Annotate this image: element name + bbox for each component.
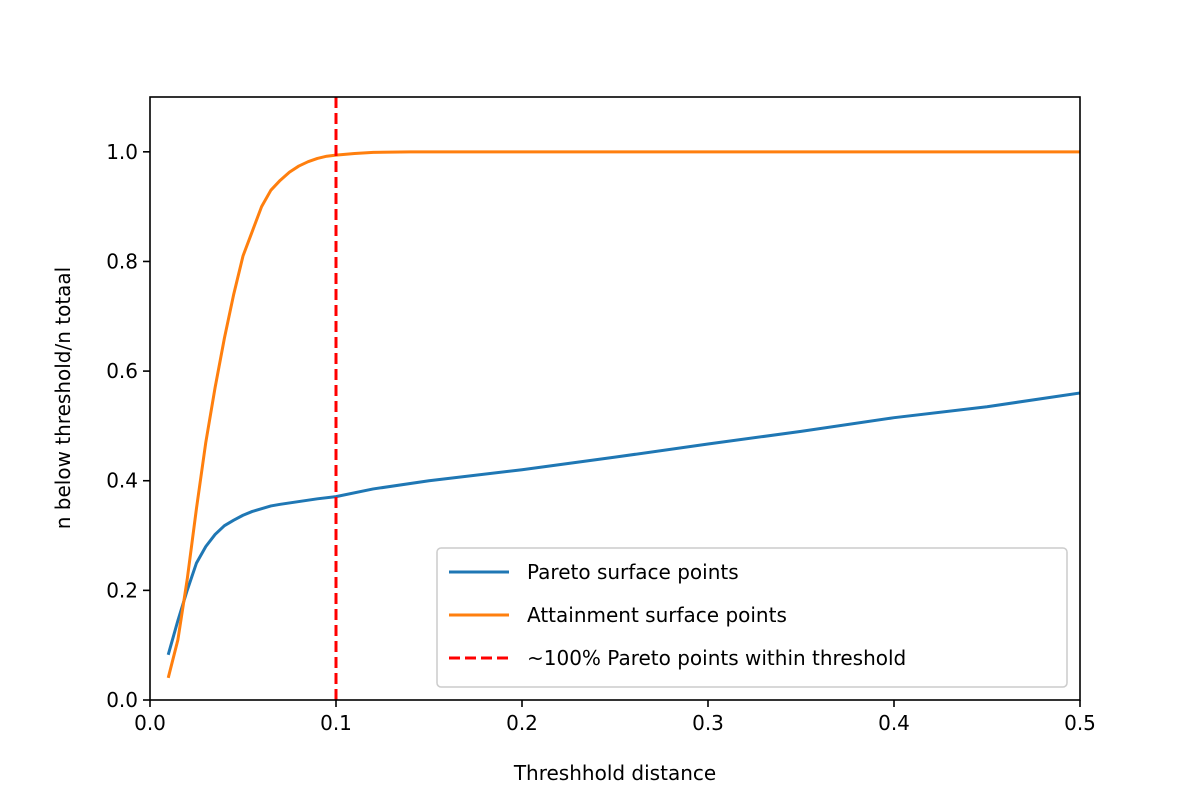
legend-label: ~100% Pareto points within threshold <box>527 646 906 670</box>
plot-frame <box>149 96 1081 701</box>
legend-box <box>436 547 1068 688</box>
y-tick-label: 0.2 <box>106 578 138 602</box>
x-tick-label: 0.4 <box>878 711 910 735</box>
series-line-1 <box>166 391 1080 656</box>
x-axis-label: Threshhold distance <box>513 761 716 785</box>
x-axis: 0.0 0.1 0.2 0.3 0.4 0.5 <box>134 700 1096 735</box>
y-tick-label: 1.0 <box>106 140 138 164</box>
y-tick-label: 0.0 <box>106 688 138 712</box>
x-tick-label: 0.5 <box>1064 711 1096 735</box>
x-tick-label: 0.2 <box>506 711 538 735</box>
y-tick-label: 0.8 <box>106 249 138 273</box>
x-tick-label: 0.0 <box>134 711 166 735</box>
legend: Pareto surface points Attainment surface … <box>436 547 1068 688</box>
y-tick-label: 0.4 <box>106 469 138 493</box>
plot-area <box>166 97 1080 700</box>
x-tick-label: 0.1 <box>320 711 352 735</box>
legend-label: Pareto surface points <box>527 560 739 584</box>
x-tick-label: 0.3 <box>692 711 724 735</box>
y-axis-label: n below threshold/n totaal <box>51 267 75 530</box>
series-line-2 <box>166 150 1080 679</box>
y-tick-label: 0.6 <box>106 359 138 383</box>
y-axis: 0.0 0.2 0.4 0.6 0.8 1.0 <box>106 140 150 712</box>
legend-label: Attainment surface points <box>527 603 787 627</box>
